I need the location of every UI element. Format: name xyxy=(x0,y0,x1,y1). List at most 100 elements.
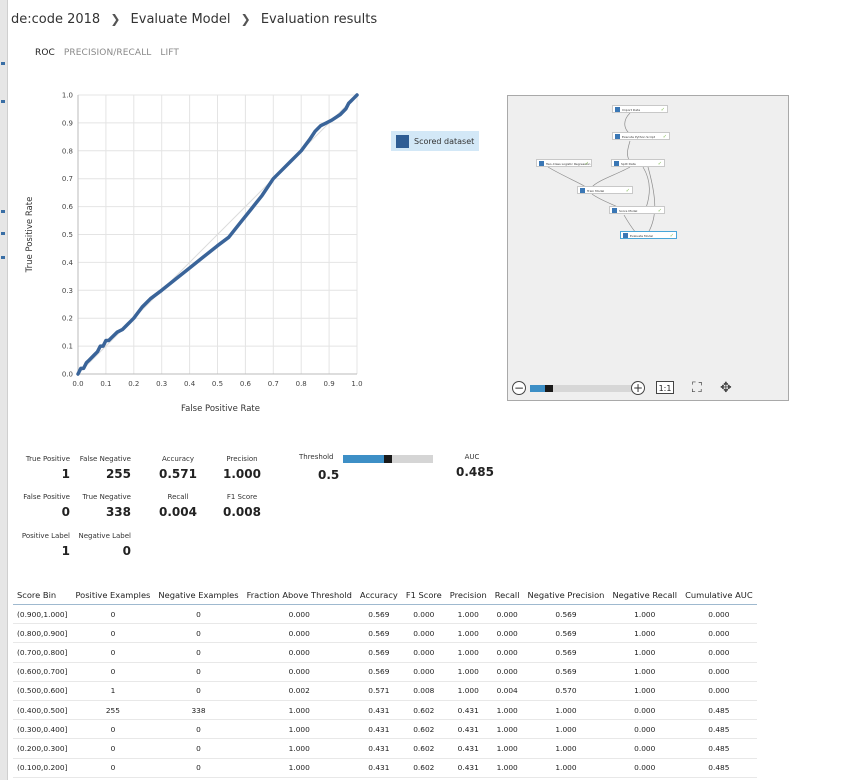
table-cell: 0 xyxy=(154,719,243,740)
node-evaluate-model[interactable]: Evaluate Model ✓ xyxy=(620,231,677,239)
table-cell: 1.000 xyxy=(490,758,524,778)
module-icon xyxy=(612,208,617,213)
metric-accuracy: Accuracy 0.571 xyxy=(159,455,197,481)
node-train-model[interactable]: Train Model ✓ xyxy=(577,186,633,194)
breadcrumb-item[interactable]: de:code 2018 xyxy=(11,12,101,27)
table-cell: (0.900,1.000] xyxy=(13,604,72,625)
experiment-minimap[interactable]: Import Data ✓ Execute Python Script ✓ Spli… xyxy=(507,95,789,401)
module-icon xyxy=(615,134,620,139)
table-cell: 0.602 xyxy=(401,719,446,740)
panel-edge-mark xyxy=(1,210,5,213)
table-cell: 0.000 xyxy=(490,623,524,644)
column-header[interactable]: Precision xyxy=(445,588,491,605)
column-header[interactable]: Positive Examples xyxy=(71,588,155,605)
column-header[interactable]: Negative Examples xyxy=(154,588,243,605)
table-row: (0.300,0.400] 0 0 1.000 0.431 0.602 0.431 1.000… xyxy=(13,719,757,740)
table-row: (0.500,0.600] 1 0 0.002 0.571 0.008 1.000 0.004… xyxy=(13,681,757,701)
y-tick-label: 1.0 xyxy=(62,92,73,100)
actual-size-button[interactable]: 1:1 xyxy=(656,381,674,394)
pan-icon[interactable]: ✥ xyxy=(720,380,732,396)
table-cell: 1.000 xyxy=(490,719,524,740)
threshold-slider-handle[interactable] xyxy=(384,455,392,463)
left-panel-edge xyxy=(0,0,8,780)
check-icon: ✓ xyxy=(662,134,667,140)
x-tick-label: 0.8 xyxy=(296,380,307,388)
y-tick-label: 0.9 xyxy=(62,119,73,127)
column-header[interactable]: F1 Score xyxy=(401,588,446,605)
node-import-data[interactable]: Import Data ✓ xyxy=(612,105,668,113)
column-header[interactable]: Negative Precision xyxy=(523,588,609,605)
table-cell: 0.000 xyxy=(242,604,356,625)
table-cell: (0.700,0.800] xyxy=(13,642,72,663)
node-score-model[interactable]: Score Model ✓ xyxy=(609,206,665,214)
fit-to-screen-icon[interactable]: ⛶ xyxy=(692,380,702,396)
table-cell: 1.000 xyxy=(523,758,609,778)
table-cell: 0.569 xyxy=(355,642,402,663)
table-cell: 0.571 xyxy=(355,681,402,701)
table-cell: 1.000 xyxy=(445,642,491,663)
table-cell: 0.431 xyxy=(445,758,491,778)
threshold-slider[interactable] xyxy=(343,455,433,463)
table-cell: 0.000 xyxy=(681,681,757,701)
zoom-out-button[interactable]: − xyxy=(512,381,526,395)
table-cell: 0 xyxy=(154,758,243,778)
table-cell: 1.000 xyxy=(523,738,609,759)
table-cell: 1.000 xyxy=(608,662,682,682)
zoom-slider[interactable] xyxy=(530,385,636,392)
table-cell: 0.431 xyxy=(355,719,402,740)
tab-lift[interactable]: LIFT xyxy=(160,48,179,58)
x-tick-label: 0.2 xyxy=(128,380,139,388)
tab-precision-recall[interactable]: PRECISION/RECALL xyxy=(63,48,152,58)
table-cell: 0.000 xyxy=(681,662,757,682)
x-tick-label: 0.4 xyxy=(184,380,196,388)
module-icon xyxy=(580,188,585,193)
score-bin-table: Score Bin Positive Examples Negative Examp… xyxy=(13,588,757,778)
table-cell: 0 xyxy=(154,662,243,682)
y-tick-label: 0.8 xyxy=(62,147,73,155)
table-cell: 1.000 xyxy=(490,700,524,721)
column-header[interactable]: Negative Recall xyxy=(608,588,682,605)
table-cell: 1.000 xyxy=(242,758,356,778)
x-tick-label: 0.0 xyxy=(72,380,83,388)
module-icon xyxy=(614,161,619,166)
legend-swatch xyxy=(396,134,409,148)
table-cell: (0.600,0.700] xyxy=(13,662,72,682)
node-execute-python-script[interactable]: Execute Python Script ✓ xyxy=(612,132,670,140)
minimap-connectors xyxy=(547,112,656,234)
roc-series-line xyxy=(76,93,359,376)
check-icon: ✓ xyxy=(584,161,589,167)
metric-f1-score: F1 Score 0.008 xyxy=(223,493,261,519)
table-cell: 0.000 xyxy=(681,604,757,625)
column-header[interactable]: Accuracy xyxy=(355,588,402,605)
column-header[interactable]: Fraction Above Threshold xyxy=(242,588,356,605)
table-cell: 0.000 xyxy=(242,662,356,682)
table-cell: 0.431 xyxy=(355,738,402,759)
table-cell: 1 xyxy=(71,681,155,701)
column-header[interactable]: Cumulative AUC xyxy=(681,588,757,605)
table-cell: 0.000 xyxy=(401,604,446,625)
column-header[interactable]: Recall xyxy=(490,588,524,605)
table-cell: 0.000 xyxy=(681,623,757,644)
chart-legend[interactable]: Scored dataset xyxy=(391,131,479,151)
table-cell: 0.000 xyxy=(608,738,682,759)
tab-roc[interactable]: ROC xyxy=(35,48,55,58)
node-two-class-logistic-regression[interactable]: Two-Class Logistic Regression ✓ xyxy=(536,159,592,167)
y-tick-label: 0.2 xyxy=(62,315,73,323)
breadcrumb-item[interactable]: Evaluate Model xyxy=(130,12,231,27)
column-header[interactable]: Score Bin xyxy=(13,588,72,605)
zoom-in-button[interactable]: + xyxy=(631,381,645,395)
metric-recall: Recall 0.004 xyxy=(159,493,197,519)
page-title: Evaluation results xyxy=(260,12,378,27)
table-cell: 0.431 xyxy=(445,700,491,721)
legend-label: Scored dataset xyxy=(414,136,475,146)
x-axis-title: False Positive Rate xyxy=(181,404,260,414)
table-cell: 1.000 xyxy=(242,719,356,740)
threshold-value: 0.5 xyxy=(318,468,340,482)
y-tick-label: 0.7 xyxy=(62,175,73,183)
module-icon xyxy=(623,233,628,238)
metric-positive-label: Positive Label 1 xyxy=(21,532,70,558)
zoom-slider-handle[interactable] xyxy=(544,385,553,392)
table-row: (0.200,0.300] 0 0 1.000 0.431 0.602 0.431 1.000… xyxy=(13,738,757,759)
node-split-data[interactable]: Split Data ✓ xyxy=(611,159,665,167)
table-cell: 1.000 xyxy=(445,604,491,625)
